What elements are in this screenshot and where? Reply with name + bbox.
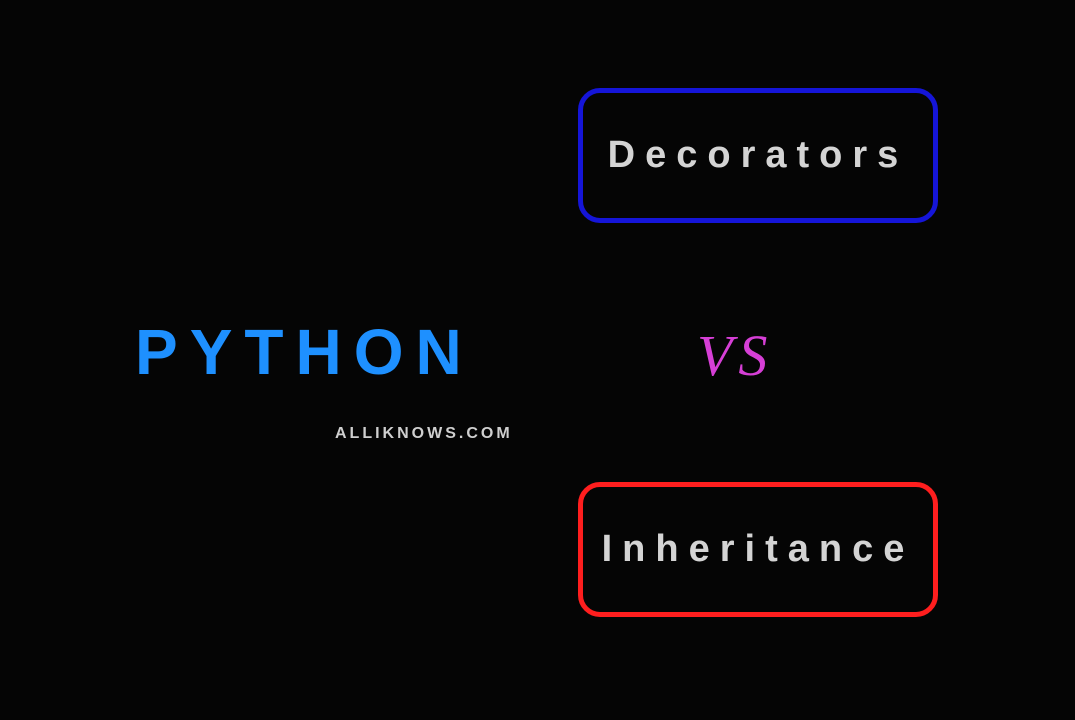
inheritance-label: Inheritance <box>602 528 915 571</box>
decorators-label: Decorators <box>608 134 909 177</box>
python-title: PYTHON <box>135 315 474 389</box>
inheritance-box: Inheritance <box>578 482 938 617</box>
decorators-box: Decorators <box>578 88 938 223</box>
vs-text: VS <box>697 322 773 389</box>
site-watermark: ALLIKNOWS.COM <box>335 425 513 443</box>
